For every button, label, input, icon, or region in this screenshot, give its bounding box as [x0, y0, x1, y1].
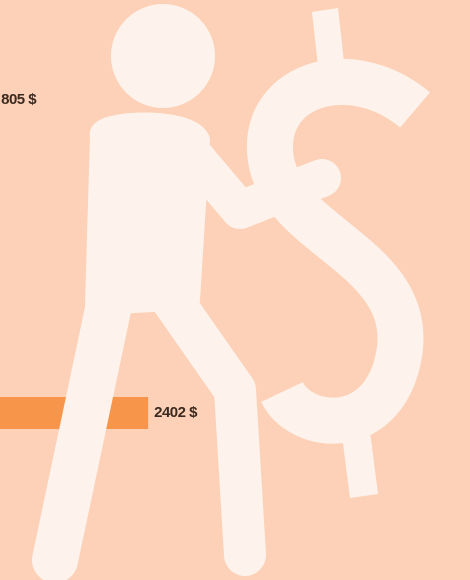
value-label: 805 $ — [1, 91, 37, 108]
chart: 805 $ 2402 $ — [0, 0, 470, 580]
person-head — [111, 4, 215, 108]
value-label: 2402 $ — [154, 404, 198, 421]
page: 805 $2402 $ (() => { const data = JSON.p… — [0, 0, 470, 580]
